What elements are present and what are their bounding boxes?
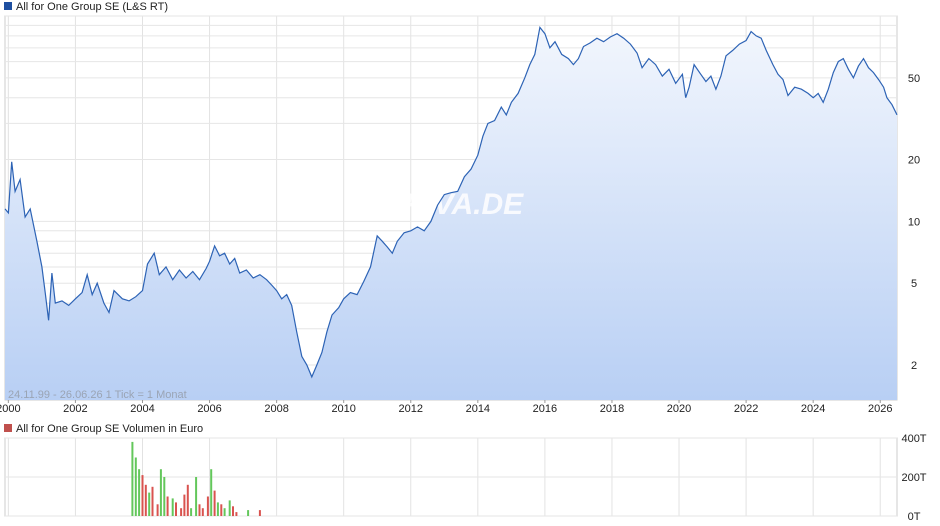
volume-bar — [258, 510, 261, 516]
x-tick-label: 2012 — [399, 403, 423, 415]
legend-swatch-price — [4, 2, 12, 10]
y-tick-label: 20 — [908, 155, 920, 167]
volume-bar — [148, 492, 151, 516]
x-tick-label: 2008 — [264, 403, 288, 415]
volume-bar — [210, 469, 213, 516]
volume-bar — [144, 484, 147, 516]
volume-bar — [247, 510, 250, 516]
price-y-ticks: 2 5 10 20 50 — [908, 73, 920, 372]
x-tick-label: 2020 — [667, 403, 691, 415]
volume-bar — [175, 502, 177, 516]
volume-bars — [131, 441, 261, 517]
volume-bar — [134, 457, 137, 516]
period-label: 24.11.99 - 26.06.26 1 Tick = 1 Monat — [8, 389, 187, 401]
x-tick-label: 2022 — [734, 403, 758, 415]
volume-bar — [138, 469, 141, 516]
volume-bar — [163, 477, 166, 516]
volume-gridlines — [5, 437, 897, 517]
y-tick-label: 5 — [911, 278, 917, 290]
volume-bar — [220, 504, 223, 516]
volume-bar — [186, 484, 189, 516]
volume-bar — [206, 496, 209, 516]
x-tick-label: 2016 — [533, 403, 557, 415]
volume-bar — [180, 508, 183, 516]
volume-bar — [156, 504, 159, 516]
x-tick-label: 2000 — [0, 403, 21, 415]
vol-y-tick-label: 0T — [908, 511, 921, 523]
volume-bar — [235, 512, 238, 516]
x-tick-label: 2006 — [197, 403, 221, 415]
y-tick-label: 50 — [908, 73, 920, 85]
price-x-ticks: 2000 2002 2004 2006 2008 2010 2012 2014 2016 2018… — [0, 400, 892, 415]
price-area — [5, 27, 897, 401]
legend-volume: All for One Group SE Volumen in Euro — [16, 423, 203, 435]
vol-y-tick-label: 200T — [901, 472, 926, 484]
volume-bar — [216, 502, 219, 516]
volume-bar — [171, 498, 174, 516]
x-tick-label: 2024 — [801, 403, 825, 415]
legend-swatch-volume — [4, 424, 12, 432]
x-tick-label: 2004 — [130, 403, 154, 415]
volume-bar — [223, 508, 226, 516]
vol-y-tick-label: 400T — [901, 433, 926, 445]
volume-bar — [195, 477, 198, 516]
volume-bar — [201, 508, 204, 516]
volume-bar — [151, 486, 154, 517]
volume-bar — [213, 490, 216, 516]
y-tick-label: 10 — [908, 216, 920, 228]
x-tick-label: 2018 — [600, 403, 624, 415]
volume-bar — [141, 475, 144, 516]
volume-bar — [232, 506, 234, 517]
legend-price: All for One Group SE (L&S RT) — [16, 1, 168, 13]
volume-bar — [131, 441, 134, 516]
volume-bar — [198, 504, 201, 516]
volume-bar — [190, 508, 193, 516]
x-tick-label: 2002 — [63, 403, 87, 415]
y-tick-label: 2 — [911, 360, 917, 372]
volume-bar — [159, 469, 162, 516]
volume-bar — [166, 496, 169, 516]
volume-bar — [228, 500, 231, 516]
volume-y-ticks: 0T 200T 400T — [901, 433, 926, 523]
price-line — [4, 25, 898, 379]
x-tick-label: 2026 — [868, 403, 892, 415]
watermark: ARIVA.DE — [381, 188, 524, 221]
x-tick-label: 2010 — [331, 403, 355, 415]
volume-bar — [183, 494, 186, 516]
x-tick-label: 2014 — [466, 403, 490, 415]
